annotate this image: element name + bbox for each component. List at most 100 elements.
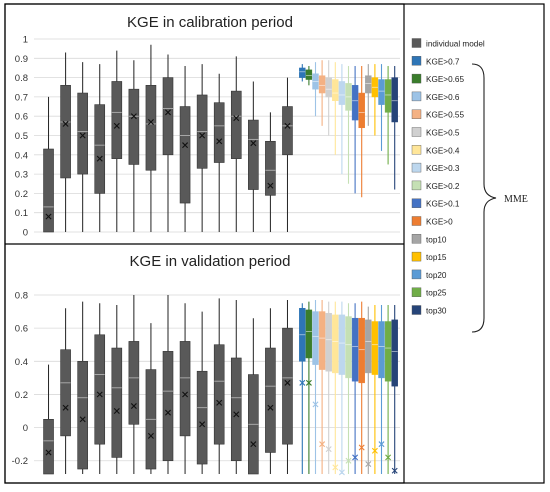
calibration-individual-mean-marker <box>130 113 137 120</box>
legend-swatch <box>411 145 422 155</box>
validation-mme-box <box>345 316 352 379</box>
validation-mme-box <box>325 312 332 372</box>
calibration-ytick-label: 0 <box>23 228 28 239</box>
calibration-individual-box <box>248 119 259 190</box>
legend-label: KGE>0.2 <box>426 182 460 191</box>
legend-label: KGE>0.1 <box>426 200 460 209</box>
legend-label: KGE>0.65 <box>426 75 464 84</box>
calibration-ytick-label: 0.4 <box>15 150 28 161</box>
legend-label: top10 <box>426 235 447 244</box>
calibration-ytick-label: 0.8 <box>15 73 28 84</box>
validation-individual-box <box>43 419 54 475</box>
validation-individual-mean-marker <box>62 404 69 411</box>
calibration-mme-box <box>338 81 346 105</box>
calibration-mme-box <box>318 75 326 94</box>
validation-ytick-label: -0.2 <box>12 456 28 467</box>
validation-individual-box <box>282 327 293 445</box>
calibration-mme-box <box>365 75 372 94</box>
legend-swatch <box>411 91 422 102</box>
validation-mme-mean-marker <box>365 461 372 468</box>
legend-swatch <box>411 251 422 262</box>
validation-individual-box <box>162 351 174 462</box>
legend-label: KGE>0.55 <box>426 111 464 120</box>
calibration-ytick-label: 0.5 <box>15 131 28 142</box>
validation-individual-mean-marker <box>96 391 103 398</box>
validation-mme-mean-marker <box>332 464 339 471</box>
legend-swatch <box>411 216 422 226</box>
validation-mme-box <box>338 314 346 375</box>
validation-mme-mean-marker <box>319 441 326 448</box>
validation-mme-box <box>332 314 339 374</box>
validation-individual-box <box>111 347 123 458</box>
validation-individual-box <box>265 347 276 453</box>
calibration-individual-mean-marker <box>216 138 223 145</box>
calibration-individual-box <box>265 140 276 196</box>
validation-individual-mean-marker <box>199 421 206 428</box>
calibration-ytick-label: 0.9 <box>15 54 28 65</box>
calibration-ytick-label: 0.3 <box>15 170 28 181</box>
validation-mme-box <box>378 321 385 379</box>
validation-mme-mean-marker <box>299 379 306 386</box>
legend-label: KGE>0 <box>426 218 453 227</box>
validation-mme-box <box>371 321 379 375</box>
legend-swatch <box>411 180 422 191</box>
calibration-panel: 0 0.1 0.2 0.3 0.4 0.5 0.6 0.7 0.8 0.9 1 <box>15 35 400 239</box>
calibration-individual-box <box>162 77 174 156</box>
calibration-individual-box <box>77 92 88 175</box>
legend-swatch <box>411 162 422 173</box>
validation-mme-mean-marker <box>312 401 319 408</box>
legend-label: top20 <box>426 271 447 280</box>
validation-ytick-label: 0.2 <box>15 390 28 401</box>
validation-mme-box <box>318 311 326 370</box>
legend-swatch <box>411 305 422 315</box>
validation-mme-mean-marker <box>391 467 398 474</box>
calibration-individual-box <box>43 148 54 233</box>
legend-swatch <box>411 73 422 84</box>
calibration-mme-box <box>305 69 313 80</box>
legend-label: top30 <box>426 307 447 316</box>
calibration-individual-mean-marker <box>62 120 69 127</box>
validation-mme-box <box>391 319 398 387</box>
validation-mme-box <box>384 321 392 382</box>
validation-individual-box <box>94 334 106 445</box>
validation-individual-box <box>230 357 242 462</box>
calibration-individual-box <box>145 85 157 171</box>
calibration-individual-mean-marker <box>267 182 274 189</box>
validation-individual-mean-marker <box>113 408 120 415</box>
calibration-mme-box <box>391 77 398 123</box>
validation-individual-box <box>60 349 71 437</box>
calibration-individual-mean-marker <box>284 122 291 129</box>
validation-individual-mean-marker <box>284 379 291 386</box>
validation-mme-box <box>312 311 319 365</box>
validation-mme-box <box>351 317 359 382</box>
calibration-individual-mean-marker <box>147 119 154 125</box>
calibration-individual-mean-marker <box>165 109 171 116</box>
calibration-individual-mean-marker <box>199 132 206 139</box>
validation-individual-box <box>179 341 191 437</box>
calibration-mme-box <box>358 92 365 129</box>
legend: individual model KGE>0.7 KGE>0.65 KGE>0.6 KG… <box>411 38 485 316</box>
calibration-mme-box <box>332 79 339 102</box>
validation-individual-box <box>213 344 225 445</box>
validation-individual-mean-marker <box>216 399 223 406</box>
validation-individual-mean-marker <box>267 404 274 411</box>
validation-ytick-label: 0.4 <box>15 357 28 368</box>
validation-individual-mean-marker <box>147 432 154 439</box>
validation-mme-box <box>305 309 313 359</box>
validation-mme-mean-marker <box>352 454 359 461</box>
calibration-mme-box <box>351 85 359 121</box>
mme-label: MME <box>504 194 528 205</box>
calibration-individual-box <box>179 106 191 204</box>
calibration-individual-box <box>94 104 106 194</box>
legend-swatch <box>411 56 422 66</box>
validation-panel: -0.2 0 0.2 0.4 0.6 0.8 <box>12 291 400 476</box>
calibration-ytick-label: 0.1 <box>15 208 28 219</box>
calibration-individual-box <box>60 85 71 179</box>
calibration-individual-mean-marker <box>113 122 120 129</box>
validation-mme-mean-marker <box>338 469 345 476</box>
calibration-individual-mean-marker <box>250 140 257 147</box>
calibration-individual-mean-marker <box>96 155 103 162</box>
validation-individual-box <box>128 341 140 425</box>
validation-ytick-label: 0.6 <box>15 324 28 335</box>
